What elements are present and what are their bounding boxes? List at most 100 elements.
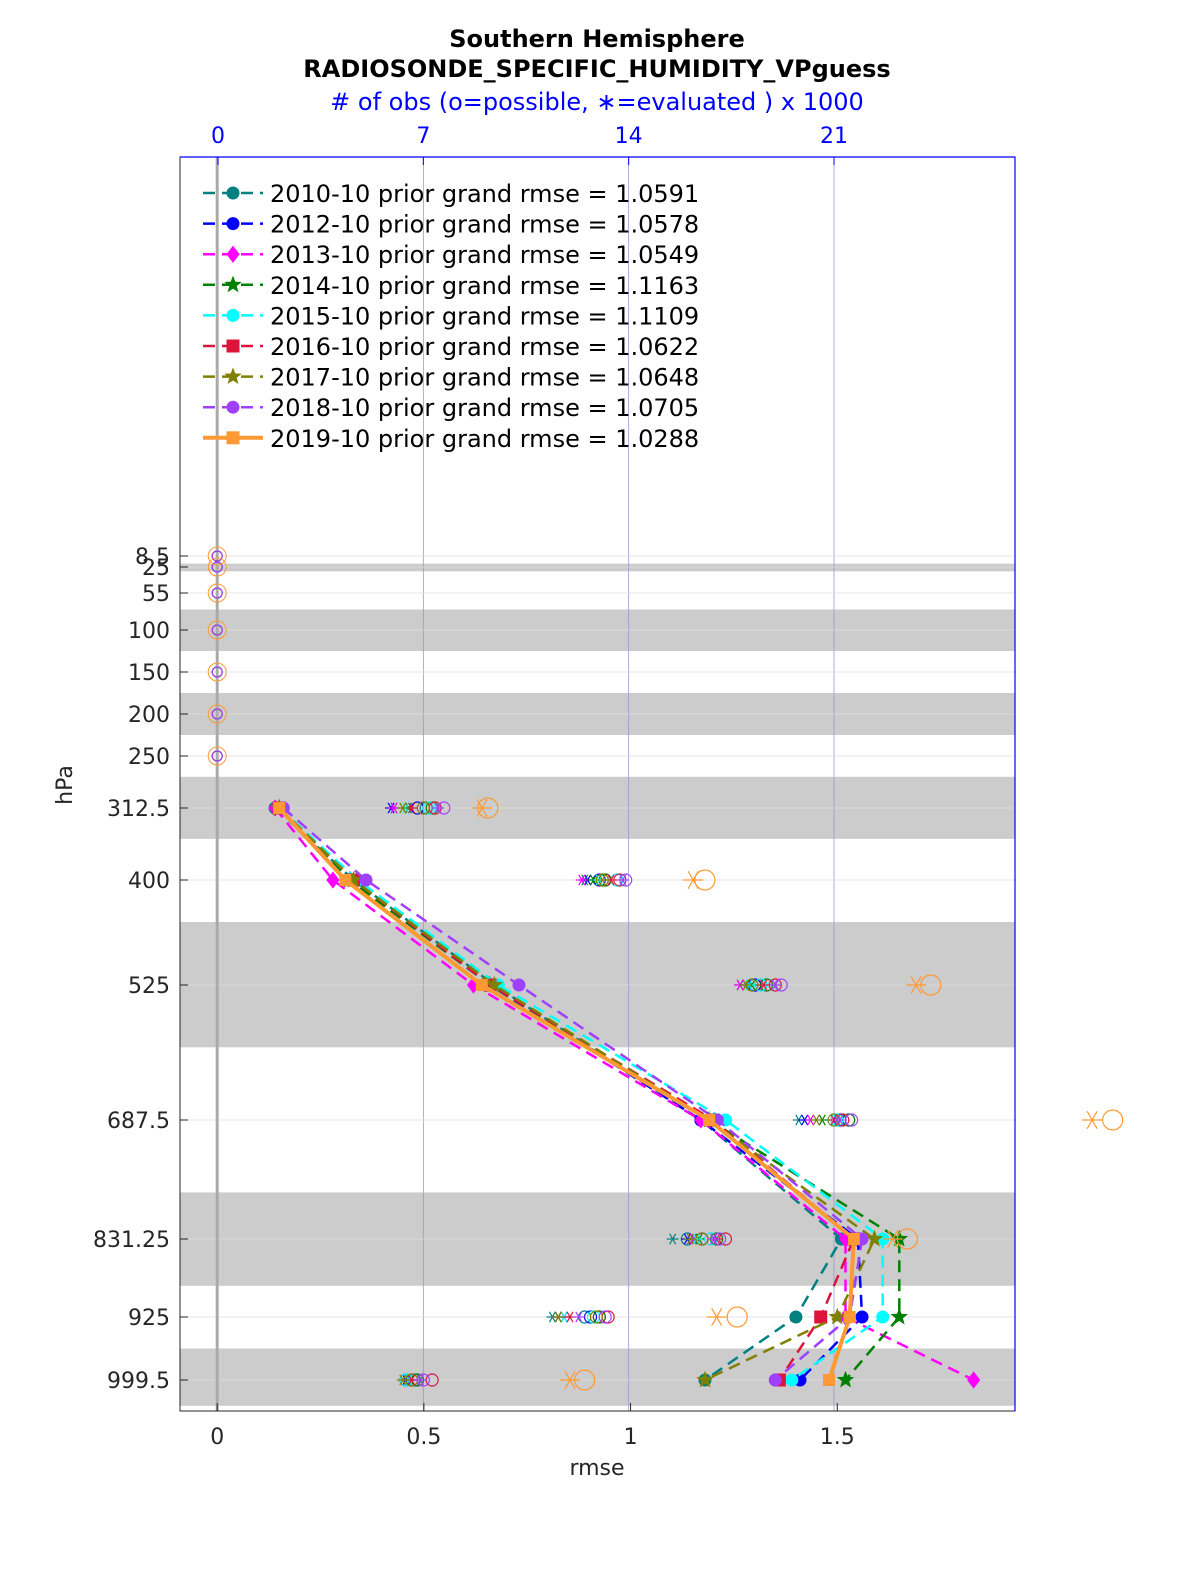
obs-empty-level-7-1 (211, 561, 223, 573)
obs-evaluated-stroke-5-2-2 (760, 979, 768, 991)
y-tick-label-8: 400 (128, 869, 170, 894)
horizontal-gridlines (180, 555, 1015, 1381)
obs-empty-level-8-4 (207, 662, 227, 682)
y-tick-label-5: 200 (128, 703, 170, 728)
chart-subtitle: RADIOSONDE_SPECIFIC_HUMIDITY_VPguess (303, 55, 890, 83)
obs-evaluated-stroke-6-4-2 (686, 1233, 694, 1245)
series-line-2 (274, 807, 975, 1382)
top-axis-label: # of obs (o=possible, ∗=evaluated ) x 10… (330, 88, 864, 116)
series-6-point-2 (485, 975, 503, 993)
obs-possible-6-5 (589, 1310, 604, 1324)
obs-evaluated-stroke-2-0-2 (390, 802, 398, 814)
series-5-point-5 (814, 1310, 828, 1324)
series-8-point-3 (703, 1114, 716, 1126)
obs-empty-level-7-6 (211, 750, 223, 762)
legend-label-5: 2016-10 prior grand rmse = 1.0622 (270, 333, 699, 361)
obs-empty-level-8-2 (207, 583, 227, 603)
x-axis-label: rmse (569, 1456, 624, 1481)
obs-evaluated-stroke-8-0-2 (476, 799, 488, 817)
obs-evaluated-stroke-5-5-2 (566, 1311, 574, 1323)
series-8-point-2 (475, 979, 488, 991)
obs-evaluated-stroke-7-5-2 (575, 1311, 583, 1323)
top-axis-ticks: 0 7 14 21 (211, 124, 848, 165)
y-tick-label-2: 55 (142, 582, 170, 607)
y-tick-label-10: 687.5 (107, 1109, 170, 1134)
observation-count-markers (207, 546, 1124, 1391)
shaded-band-0 (180, 563, 1015, 572)
obs-evaluated-6-2 (740, 979, 752, 991)
y-tick-label-3: 100 (128, 619, 170, 644)
legend-label-3: 2014-10 prior grand rmse = 1.1163 (270, 272, 699, 300)
obs-evaluated-2-1 (575, 874, 588, 886)
legend-swatch-marker-5 (226, 339, 240, 353)
obs-evaluated-8-1 (683, 871, 704, 889)
obs-empty-level-7-4 (211, 666, 223, 678)
obs-evaluated-8-3 (1082, 1111, 1103, 1129)
legend: 2010-10 prior grand rmse = 1.0591 2012-10… (203, 180, 699, 453)
series-8-point-5 (843, 1311, 856, 1323)
legend-label-2: 2013-10 prior grand rmse = 1.0549 (270, 241, 699, 269)
y-tick-label-13: 999.5 (107, 1369, 170, 1394)
legend-entry-7: 2018-10 prior grand rmse = 1.0705 (203, 394, 699, 422)
obs-evaluated-7-5 (572, 1311, 585, 1323)
obs-evaluated-6-1 (596, 874, 609, 886)
series-7-point-2 (512, 978, 526, 992)
series-8-point-6 (822, 1374, 835, 1386)
chart-title: Southern Hemisphere (449, 25, 745, 53)
obs-evaluated-7-0 (432, 802, 444, 814)
legend-label-8: 2019-10 prior grand rmse = 1.0288 (270, 425, 699, 453)
obs-evaluated-stroke-8-5-2 (711, 1308, 723, 1326)
obs-evaluated-8-6 (560, 1371, 580, 1389)
obs-evaluated-stroke-2-1-2 (578, 874, 586, 886)
obs-evaluated-stroke-7-1-2 (619, 874, 627, 886)
legend-swatch-marker-2 (226, 245, 240, 263)
series-4-point-5 (876, 1310, 890, 1324)
legend-swatch-marker-4 (226, 308, 240, 322)
y-tick-label-12: 925 (128, 1306, 170, 1331)
series-6-point-4 (865, 1229, 884, 1247)
y-tick-label-11: 831.25 (93, 1228, 170, 1253)
obs-evaluated-stroke-6-5-2 (554, 1311, 562, 1323)
series-2-point-6 (967, 1371, 981, 1389)
obs-evaluated-0-4 (666, 1233, 679, 1245)
series-3-point-5 (890, 1307, 909, 1325)
obs-empty-level-8-5 (207, 704, 227, 724)
obs-evaluated-6-5 (552, 1311, 565, 1323)
series-8-point-4 (847, 1233, 860, 1245)
obs-possible-3-5 (592, 1310, 606, 1324)
obs-evaluated-6-4 (684, 1233, 697, 1245)
obs-evaluated-8-0 (472, 799, 492, 817)
obs-evaluated-stroke-6-0-2 (399, 802, 407, 814)
obs-evaluated-8-2 (906, 976, 927, 994)
obs-evaluated-stroke-8-6-2 (564, 1371, 576, 1389)
x-tick-label-2: 1 (624, 1425, 638, 1450)
obs-evaluated-6-6 (396, 1374, 409, 1386)
obs-evaluated-7-6 (414, 1374, 427, 1386)
x-tick-label-0: 0 (210, 1425, 224, 1450)
series-8-point-1 (339, 874, 352, 886)
legend-swatch-marker-8 (226, 431, 240, 445)
legend-entry-2: 2013-10 prior grand rmse = 1.0549 (203, 241, 699, 269)
x-tick-label-1: 0.5 (406, 1425, 441, 1450)
obs-possible-7-5 (598, 1310, 612, 1324)
series-2 (268, 799, 981, 1389)
legend-swatch-marker-7 (226, 400, 240, 414)
obs-evaluated-stroke-6-1-2 (598, 874, 606, 886)
obs-evaluated-stroke-8-2-2 (910, 976, 922, 994)
top-tick-label-3: 21 (820, 124, 848, 149)
legend-entry-5: 2016-10 prior grand rmse = 1.0622 (203, 333, 699, 361)
y-tick-label-9: 525 (128, 974, 170, 999)
legend-entry-8: 2019-10 prior grand rmse = 1.0288 (203, 425, 699, 453)
obs-evaluated-stroke-6-6-2 (399, 1374, 407, 1386)
legend-entry-6: 2017-10 prior grand rmse = 1.0648 (203, 364, 699, 392)
obs-empty-level-7-5 (211, 708, 223, 720)
legend-entry-4: 2015-10 prior grand rmse = 1.1109 (203, 302, 699, 330)
obs-evaluated-8-4 (882, 1230, 903, 1248)
series-6-point-6 (696, 1370, 714, 1388)
obs-empty-level-8-6 (207, 746, 227, 766)
obs-empty-level-8-3 (207, 620, 227, 640)
obs-evaluated-stroke-5-6-2 (408, 1374, 416, 1386)
obs-possible-6-0 (416, 801, 430, 815)
series-line-8 (277, 806, 856, 1381)
